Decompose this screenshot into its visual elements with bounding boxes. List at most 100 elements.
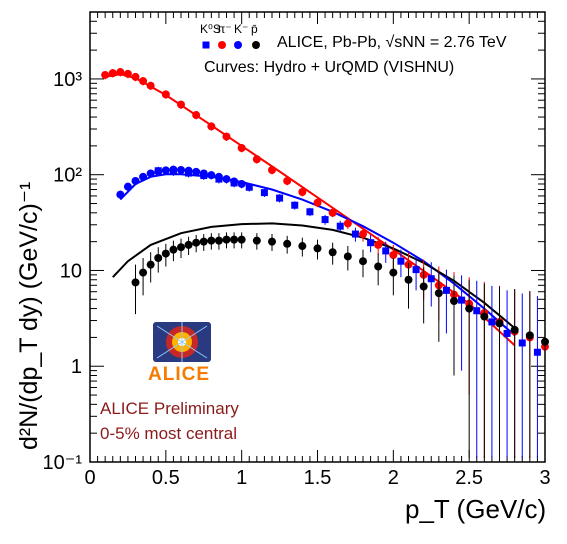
kminus-point — [139, 172, 148, 181]
piminus-point — [131, 72, 140, 81]
k0s-point — [276, 194, 284, 202]
alice-logo-text: ALICE — [148, 364, 210, 385]
piminus-point — [389, 251, 398, 260]
k0s-point — [442, 286, 450, 294]
legend-particle-k0s: K⁰S — [200, 22, 221, 36]
legend-marker-k0s — [202, 41, 210, 49]
piminus-point — [313, 198, 322, 207]
piminus-point — [116, 68, 125, 77]
piminus-point — [108, 69, 117, 78]
k0s-point — [260, 189, 268, 197]
pbar-point — [404, 275, 413, 284]
piminus-point — [298, 187, 307, 196]
kminus-point — [131, 176, 140, 185]
pbar-point — [465, 304, 474, 313]
pbar-point — [434, 289, 443, 298]
piminus-point — [237, 144, 246, 153]
pbar-point — [131, 278, 140, 287]
piminus-point — [222, 132, 231, 141]
k0s-point — [488, 318, 496, 326]
k0s-point — [306, 208, 314, 216]
pbar-point — [495, 319, 504, 328]
pbar-point — [161, 249, 170, 258]
pbar-point — [139, 268, 148, 277]
x-axis-label: p_T (GeV/c) — [405, 494, 547, 524]
kminus-point — [214, 172, 223, 181]
pbar-point — [525, 331, 534, 340]
pbar-point — [199, 237, 208, 246]
kminus-point — [184, 166, 193, 175]
x-tick-label: 3 — [539, 467, 550, 489]
curve-phydro-line — [112, 222, 516, 329]
k0s-point — [397, 257, 405, 265]
kminus-point — [169, 165, 178, 174]
piminus-point — [252, 155, 261, 164]
pbar-point — [154, 253, 163, 262]
k0s-point — [382, 247, 390, 255]
piminus-point — [139, 77, 148, 86]
kminus-point — [192, 167, 201, 176]
k0s-point — [473, 307, 481, 315]
k0s-point — [321, 216, 329, 224]
x-tick-label: 2 — [388, 467, 399, 489]
x-tick-label: 2.5 — [455, 467, 483, 489]
pbar-point — [237, 235, 246, 244]
y-tick-label: 10³ — [53, 69, 82, 91]
piminus-point — [101, 70, 110, 79]
pbar-point — [222, 235, 231, 244]
legend-marker-kminus — [234, 41, 242, 49]
pbar-point — [177, 243, 185, 252]
legend-particle-kminus: K⁻ — [234, 22, 248, 36]
pbar-point — [192, 238, 201, 247]
pbar-point — [328, 248, 337, 257]
pbar-point — [450, 296, 458, 305]
pbar-point — [343, 252, 352, 261]
legend-particle-pbar: p̄ — [251, 22, 258, 36]
piminus-point — [268, 165, 276, 174]
legend-particle-piminus: π⁻ — [217, 22, 232, 36]
kminus-point — [177, 165, 185, 174]
x-tick-label: 0 — [84, 467, 95, 489]
pbar-point — [480, 312, 489, 321]
y-tick-label: 1 — [71, 356, 82, 378]
pbar-point — [313, 244, 322, 253]
piminus-point — [161, 90, 170, 99]
piminus-point — [207, 122, 216, 131]
kminus-point — [230, 177, 239, 186]
y-tick-label: 10² — [53, 165, 82, 187]
k0s-point — [458, 296, 466, 304]
pbar-point — [169, 245, 178, 254]
piminus-point — [146, 81, 155, 90]
y-axis-label: d²N/(dp_T dy) (GeV/c)⁻¹ — [15, 181, 43, 450]
kminus-point — [222, 175, 231, 184]
data-points — [101, 68, 549, 459]
pbar-point — [252, 236, 261, 245]
piminus-point — [328, 208, 337, 217]
piminus-point — [123, 69, 132, 78]
pbar-point — [510, 325, 519, 334]
legend-marker-piminus — [218, 41, 226, 49]
kminus-point — [146, 169, 155, 178]
y-tick-label: 10⁻¹ — [43, 452, 83, 474]
pbar-point — [230, 235, 239, 244]
alice-logo — [153, 322, 211, 362]
pbar-point — [214, 236, 223, 245]
kminus-point — [207, 171, 216, 180]
k0s-point — [291, 201, 299, 209]
piminus-point — [283, 176, 292, 185]
annotation-preliminary: ALICE Preliminary — [100, 399, 239, 418]
piminus-point — [374, 240, 383, 249]
pbar-point — [207, 236, 216, 245]
pbar-point — [374, 262, 383, 271]
k0s-point — [351, 230, 359, 238]
k0s-point — [367, 239, 375, 247]
legend-marker-pbar — [252, 41, 260, 49]
k0s-point — [412, 266, 420, 274]
legend-label: ALICE, Pb-Pb, √sNN = 2.76 TeV — [277, 34, 507, 51]
annotation-centrality: 0-5% most central — [100, 424, 237, 443]
k0s-point — [533, 348, 541, 356]
k0s-point — [503, 329, 511, 337]
x-tick-label: 1 — [236, 467, 247, 489]
k0s-point — [245, 183, 253, 191]
